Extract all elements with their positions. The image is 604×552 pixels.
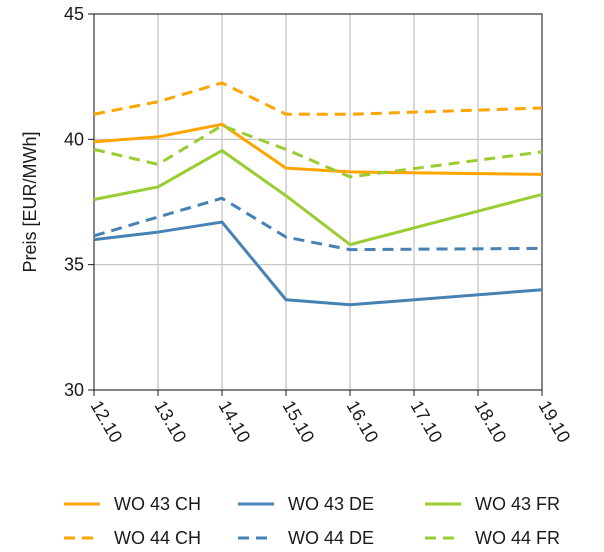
plot-frame <box>93 13 543 391</box>
series-line-1 <box>93 122 543 176</box>
series-line-3 <box>93 220 543 307</box>
y-tick-label: 30 <box>64 380 84 400</box>
series-lines <box>93 81 543 307</box>
series-line-2 <box>93 81 543 116</box>
x-tick-label: 16.10 <box>343 397 383 446</box>
legend: WO 43 CH WO 43 DE WO 43 FR WO 44 CH WO 44 DE… <box>64 494 560 548</box>
x-tick-label: 14.10 <box>215 397 255 446</box>
y-tick-label: 45 <box>64 4 84 24</box>
y-tick-label: 35 <box>64 255 84 275</box>
x-tick-label: 18.10 <box>471 397 511 446</box>
x-tick-label: 15.10 <box>279 397 319 446</box>
legend-label: WO 44 FR <box>475 528 560 548</box>
y-axis-ticks: 30 35 40 45 <box>64 4 94 400</box>
series-line-4 <box>93 196 543 252</box>
series-line-5 <box>93 149 543 247</box>
x-axis-ticks: 12.10 13.10 14.10 15.10 16.10 17.10 18.10 19.10 <box>87 390 575 446</box>
legend-label: WO 43 DE <box>288 494 374 514</box>
legend-label: WO 44 CH <box>114 528 201 548</box>
series-line-6 <box>93 124 543 179</box>
legend-label: WO 44 DE <box>288 528 374 548</box>
x-tick-label: 19.10 <box>535 397 575 446</box>
legend-label: WO 43 CH <box>114 494 201 514</box>
grid <box>93 13 543 391</box>
x-tick-label: 13.10 <box>151 397 191 446</box>
x-tick-label: 12.10 <box>87 397 127 446</box>
legend-label: WO 43 FR <box>475 494 560 514</box>
y-tick-label: 40 <box>64 129 84 149</box>
y-axis-label: Preis [EUR/MWh] <box>20 131 40 272</box>
x-tick-label: 17.10 <box>407 397 447 446</box>
